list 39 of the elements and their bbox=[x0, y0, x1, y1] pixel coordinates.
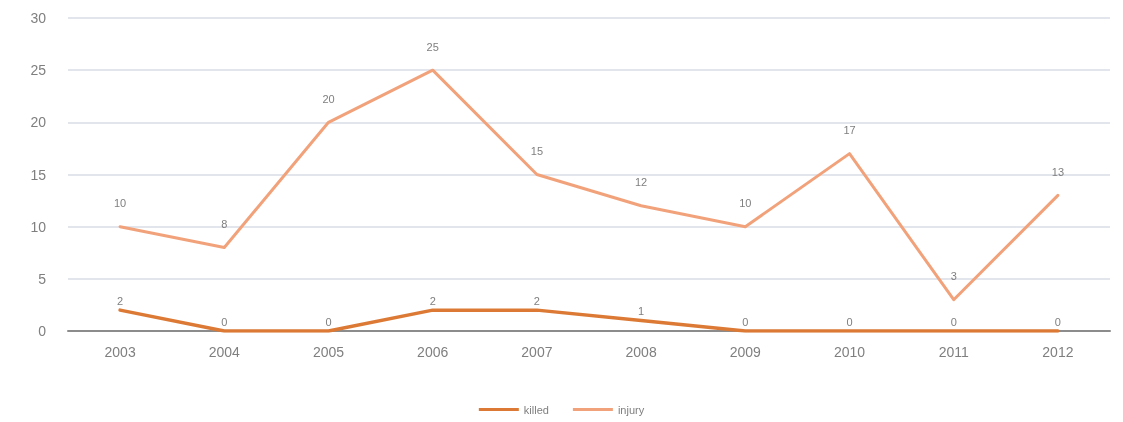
x-tick-label: 2006 bbox=[417, 344, 449, 360]
data-label: 10 bbox=[113, 197, 127, 210]
data-label: 0 bbox=[221, 315, 228, 328]
x-tick-label: 2012 bbox=[1042, 344, 1074, 360]
data-label: 1 bbox=[638, 305, 645, 318]
data-label: 13 bbox=[1051, 165, 1065, 178]
x-tick-label: 2010 bbox=[833, 344, 866, 360]
y-tick-label: 0 bbox=[38, 323, 47, 339]
y-tick-label: 5 bbox=[38, 270, 47, 287]
data-label: 8 bbox=[221, 218, 228, 231]
data-label: 0 bbox=[846, 315, 853, 328]
data-label: 0 bbox=[1054, 315, 1061, 328]
data-label: 0 bbox=[742, 315, 749, 328]
data-label: 10 bbox=[739, 197, 752, 210]
y-tick-label: 10 bbox=[30, 218, 47, 235]
data-label: 2 bbox=[117, 294, 124, 307]
data-label: 15 bbox=[530, 145, 544, 157]
data-label: 2 bbox=[533, 294, 540, 307]
data-label: 3 bbox=[950, 270, 957, 283]
data-label: 12 bbox=[634, 176, 648, 189]
x-tick-label: 2008 bbox=[625, 344, 657, 360]
data-label: 2 bbox=[429, 294, 436, 307]
x-tick-label: 2003 bbox=[104, 344, 136, 360]
x-tick-label: 2011 bbox=[938, 344, 969, 360]
x-tick-label: 2005 bbox=[312, 344, 345, 360]
y-tick-label: 30 bbox=[30, 10, 47, 26]
y-tick-label: 20 bbox=[30, 114, 47, 131]
y-tick-label: 25 bbox=[30, 62, 47, 79]
y-tick-label: 15 bbox=[30, 166, 47, 183]
legend-label: injury bbox=[617, 403, 645, 416]
data-label: 20 bbox=[322, 92, 335, 105]
x-tick-label: 2009 bbox=[729, 344, 762, 360]
data-label: 0 bbox=[950, 315, 957, 328]
data-label: 17 bbox=[843, 124, 856, 137]
data-label: 25 bbox=[426, 40, 439, 53]
data-label: 0 bbox=[325, 315, 332, 328]
legend-label: killed bbox=[523, 403, 549, 416]
x-tick-label: 2007 bbox=[521, 344, 553, 360]
x-tick-label: 2004 bbox=[208, 344, 241, 360]
